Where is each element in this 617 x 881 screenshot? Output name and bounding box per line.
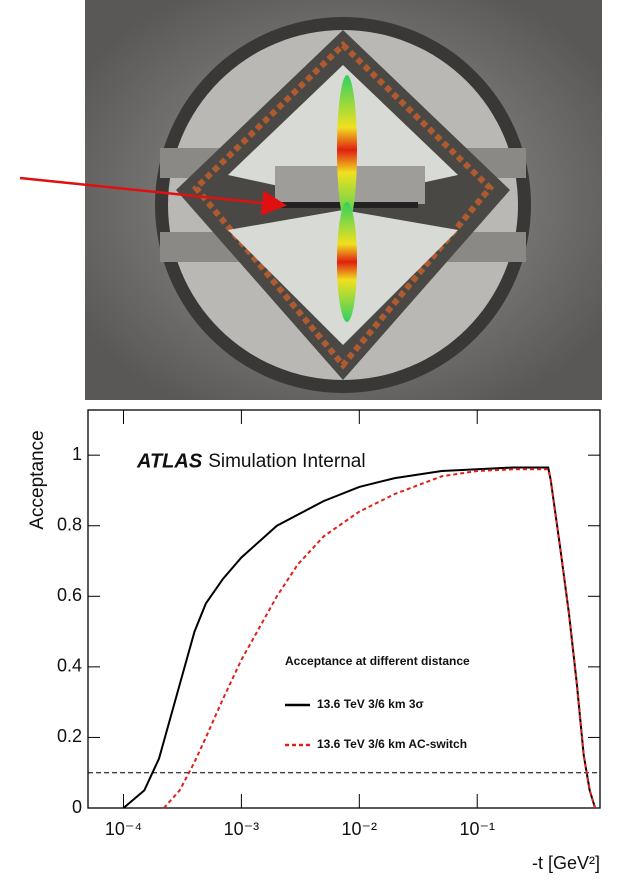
y-tick-label: 0.4	[57, 656, 82, 676]
x-tick-label: 10⁻⁴	[105, 819, 142, 839]
y-tick-label: 0	[72, 797, 82, 817]
legend-title: Acceptance at different distance	[285, 654, 470, 668]
y-tick-label: 0.8	[57, 514, 82, 534]
y-axis-label: Acceptance	[27, 430, 48, 529]
y-tick-label: 1	[72, 444, 82, 464]
annotation: Simulation Internal	[208, 451, 365, 472]
plot-frame	[87, 409, 601, 809]
atlas-label: ATLAS	[136, 450, 203, 472]
series-line	[163, 468, 597, 809]
photo	[19, 0, 602, 400]
x-axis-label: -t [GeV²]	[532, 853, 600, 873]
x-tick-label: 10⁻³	[224, 819, 260, 839]
y-tick-label: 0.6	[57, 585, 82, 605]
legend-label: 13.6 TeV 3/6 km 3σ	[317, 697, 424, 711]
x-tick-label: 10⁻²	[342, 819, 378, 839]
x-tick-label: 10⁻¹	[459, 819, 495, 839]
legend-label: 13.6 TeV 3/6 km AC-switch	[317, 737, 467, 751]
y-tick-label: 0.2	[57, 726, 82, 746]
series-line	[122, 466, 597, 809]
